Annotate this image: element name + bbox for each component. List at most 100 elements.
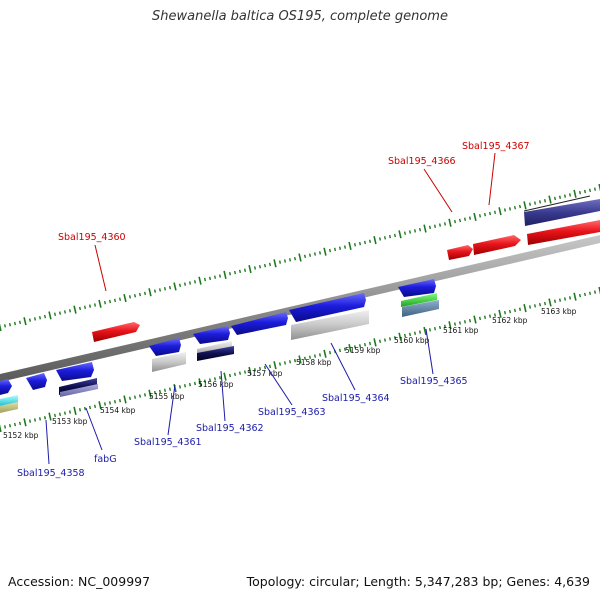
gene-sbal195-4365-green: [401, 293, 437, 307]
tick-minor: [13, 321, 17, 326]
tick-minor: [18, 421, 22, 426]
tick-major: [48, 311, 52, 320]
tick-minor: [333, 247, 337, 252]
tick-minor: [478, 214, 482, 218]
gene-sbal195-4358[interactable]: [26, 373, 47, 390]
tick-major: [73, 305, 77, 314]
tick-minor: [353, 345, 357, 349]
tick-minor: [343, 347, 347, 351]
tick-minor: [158, 389, 162, 394]
tick-minor: [358, 241, 362, 246]
gene-label-sbal195-4363[interactable]: Sbal195_4363: [258, 407, 326, 418]
tick-minor: [578, 190, 582, 195]
tick-minor: [378, 237, 382, 241]
tick-minor: [363, 240, 367, 245]
tick-minor: [583, 292, 587, 297]
tick-minor: [68, 309, 72, 313]
tick-track-lower: [0, 286, 600, 433]
gene-label-leader: [85, 407, 103, 451]
gene-label-sbal195-4360[interactable]: Sbal195_4360: [58, 232, 126, 243]
gene-fabg[interactable]: [56, 362, 94, 381]
gene-sbal195-4365[interactable]: [398, 279, 436, 297]
gene-label-sbal195-4361[interactable]: Sbal195_4361: [134, 437, 202, 448]
kbp-label: 5154 kbp: [100, 406, 136, 415]
tick-minor: [358, 344, 362, 348]
tick-minor: [493, 210, 497, 215]
tick-minor: [338, 246, 342, 250]
tick-minor: [228, 373, 232, 378]
tick-minor: [558, 298, 562, 302]
gene-label-sbal195-4366[interactable]: Sbal195_4366: [388, 156, 456, 167]
tick-minor: [408, 230, 412, 234]
gene-sbal195-4362[interactable]: [193, 326, 230, 344]
tick-minor: [153, 289, 157, 293]
gene-forward-edge[interactable]: [527, 220, 600, 245]
tick-major: [48, 412, 52, 421]
gene-sbal195-4366[interactable]: [447, 245, 473, 260]
tick-minor: [258, 265, 262, 269]
gene-label-sbal195-4358[interactable]: Sbal195_4358: [17, 468, 85, 479]
gene-sbal195-4360[interactable]: [92, 322, 140, 342]
tick-minor: [508, 309, 512, 314]
tick-minor: [553, 299, 557, 303]
gene-label-sbal195-4362[interactable]: Sbal195_4362: [196, 423, 264, 434]
tick-minor: [188, 382, 192, 387]
tick-major: [473, 212, 477, 222]
tick-minor: [308, 355, 312, 359]
tick-minor: [433, 326, 437, 331]
kbp-label: 5157 kbp: [247, 369, 283, 378]
tick-minor: [528, 202, 532, 206]
gene-label-sbal195-4365[interactable]: Sbal195_4365: [400, 376, 468, 387]
tick-major: [173, 282, 177, 291]
tick-minor: [368, 239, 372, 244]
gene-left-edge[interactable]: [0, 379, 12, 395]
tick-major: [23, 317, 27, 326]
tick-minor: [338, 348, 342, 353]
gene-sbal195-4367[interactable]: [473, 235, 521, 255]
tick-major: [348, 344, 352, 353]
tick-minor: [213, 377, 217, 381]
tick-minor: [213, 275, 217, 279]
gene-label-sbal195-4367[interactable]: Sbal195_4367: [462, 141, 530, 152]
kbp-label: 5152 kbp: [3, 431, 39, 440]
tick-major: [423, 224, 427, 233]
tick-major: [198, 276, 202, 285]
tick-minor: [318, 353, 322, 357]
tick-minor: [268, 262, 272, 267]
tick-major: [473, 315, 477, 324]
tick-major: [573, 292, 577, 301]
tick-minor: [568, 296, 572, 300]
gene-label-leader: [425, 328, 434, 375]
tick-major: [248, 366, 252, 375]
tick-minor: [208, 276, 212, 281]
tick-minor: [293, 256, 297, 261]
tick-minor: [88, 304, 92, 308]
tick-minor: [393, 233, 397, 238]
gene-label-leader: [45, 419, 50, 465]
tick-major: [198, 378, 202, 387]
gene-label-fabg[interactable]: fabG: [94, 454, 117, 465]
tick-minor: [483, 212, 487, 217]
tick-minor: [243, 268, 247, 272]
tick-minor: [418, 330, 422, 334]
gene-label-sbal195-4364[interactable]: Sbal195_4364: [322, 393, 390, 404]
tick-minor: [283, 361, 287, 365]
gene-sbal195-4361[interactable]: [149, 338, 181, 356]
tick-minor: [328, 248, 332, 253]
kbp-label: 5159 kbp: [345, 346, 381, 355]
tick-minor: [388, 234, 392, 239]
tick-minor: [413, 331, 417, 335]
gene-sbal195-4363[interactable]: [231, 312, 288, 335]
gene-forward-edge-top[interactable]: [524, 199, 600, 226]
gene-sbal195-4364[interactable]: [289, 293, 366, 322]
tick-major: [448, 321, 452, 330]
tick-major: [498, 309, 502, 318]
tick-minor: [343, 245, 347, 249]
tick-major: [123, 293, 127, 303]
tick-minor: [453, 219, 457, 224]
tick-minor: [438, 325, 442, 330]
tick-minor: [3, 324, 7, 328]
tick-minor: [103, 300, 107, 305]
tick-minor: [218, 274, 222, 278]
tick-major: [123, 395, 127, 404]
